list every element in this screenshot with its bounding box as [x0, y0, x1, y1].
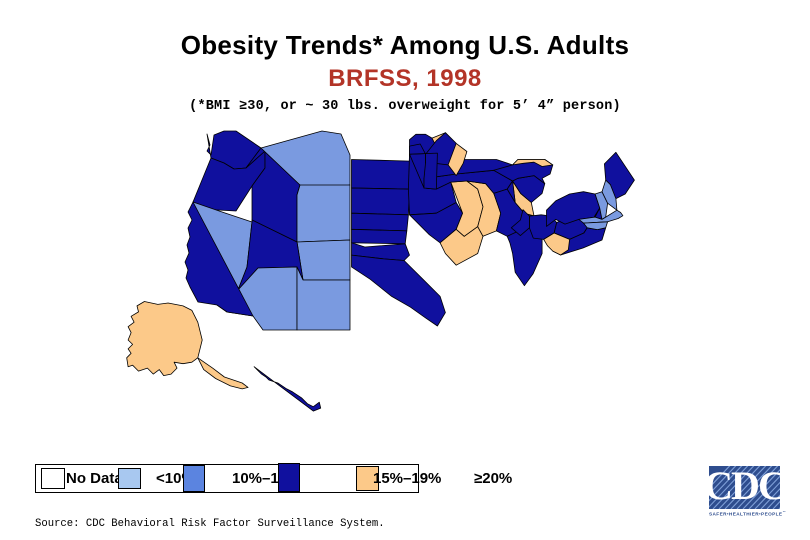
svg-text:CDC: CDC: [709, 466, 780, 508]
